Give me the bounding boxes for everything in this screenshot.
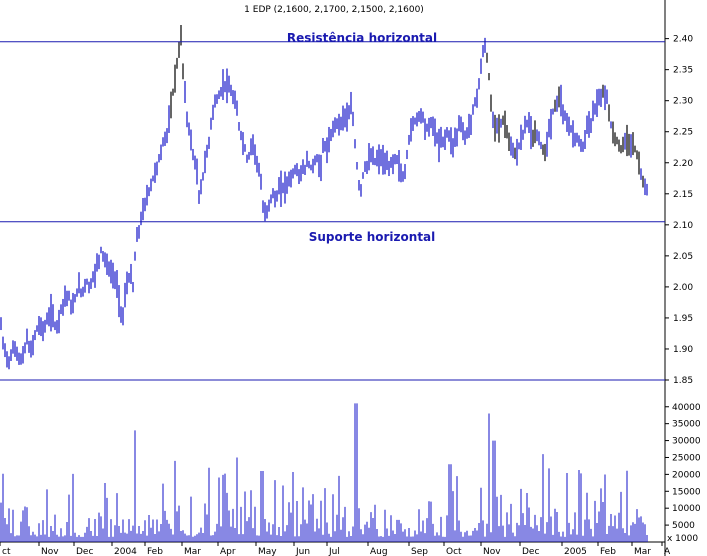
volume-tick-label: 25000 xyxy=(672,453,701,463)
x-tick-label: Oct xyxy=(446,547,462,556)
resistance-label: Resistência horizontal xyxy=(287,31,437,45)
x-tick-label: 2004 xyxy=(114,547,137,556)
x-tick-label: Nov xyxy=(483,547,501,556)
x-tick-label: Jul xyxy=(328,547,340,556)
x-tick-label: Mar xyxy=(634,547,651,556)
x-tick-label: Jun xyxy=(295,547,310,556)
volume-tick-label: 5000 xyxy=(672,521,695,531)
price-tick-label: 2.15 xyxy=(673,190,693,200)
x-tick-label: Dec xyxy=(522,547,539,556)
x-tick-label: Dec xyxy=(76,547,93,556)
price-tick-label: 2.20 xyxy=(673,159,693,169)
x-tick-label: Feb xyxy=(147,547,163,556)
x-tick-label: ct xyxy=(2,547,11,556)
x-tick-label: 2005 xyxy=(564,547,587,556)
price-tick-label: 1.90 xyxy=(673,345,693,355)
x-tick-label: Sep xyxy=(411,547,428,556)
price-tick-label: 2.00 xyxy=(673,283,693,293)
chart-title: 1 EDP (2,1600, 2,1700, 2,1500, 2,1600) xyxy=(244,5,424,15)
volume-tick-label: 35000 xyxy=(672,420,701,430)
x-tick-label: May xyxy=(258,547,277,556)
volume-multiplier-label: x 1000 xyxy=(667,534,698,544)
x-tick-label: Feb xyxy=(600,547,616,556)
x-tick-label: Nov xyxy=(41,547,59,556)
price-tick-label: 2.25 xyxy=(673,128,693,138)
volume-tick-label: 40000 xyxy=(672,403,701,413)
x-tick-label: A xyxy=(664,547,671,556)
price-tick-label: 2.10 xyxy=(673,221,693,231)
volume-tick-label: 30000 xyxy=(672,437,701,447)
price-tick-label: 1.85 xyxy=(673,376,693,386)
price-tick-label: 2.40 xyxy=(673,35,693,45)
x-tick-label: Mar xyxy=(184,547,201,556)
volume-tick-label: 20000 xyxy=(672,470,701,480)
price-tick-label: 2.05 xyxy=(673,252,693,262)
support-label: Suporte horizontal xyxy=(309,230,436,244)
volume-tick-label: 15000 xyxy=(672,487,701,497)
price-tick-label: 2.30 xyxy=(673,97,693,107)
price-tick-label: 1.95 xyxy=(673,314,693,324)
price-tick-label: 2.35 xyxy=(673,66,693,76)
x-tick-label: Apr xyxy=(220,547,236,556)
volume-tick-label: 10000 xyxy=(672,504,701,514)
x-tick-label: Aug xyxy=(370,547,388,556)
